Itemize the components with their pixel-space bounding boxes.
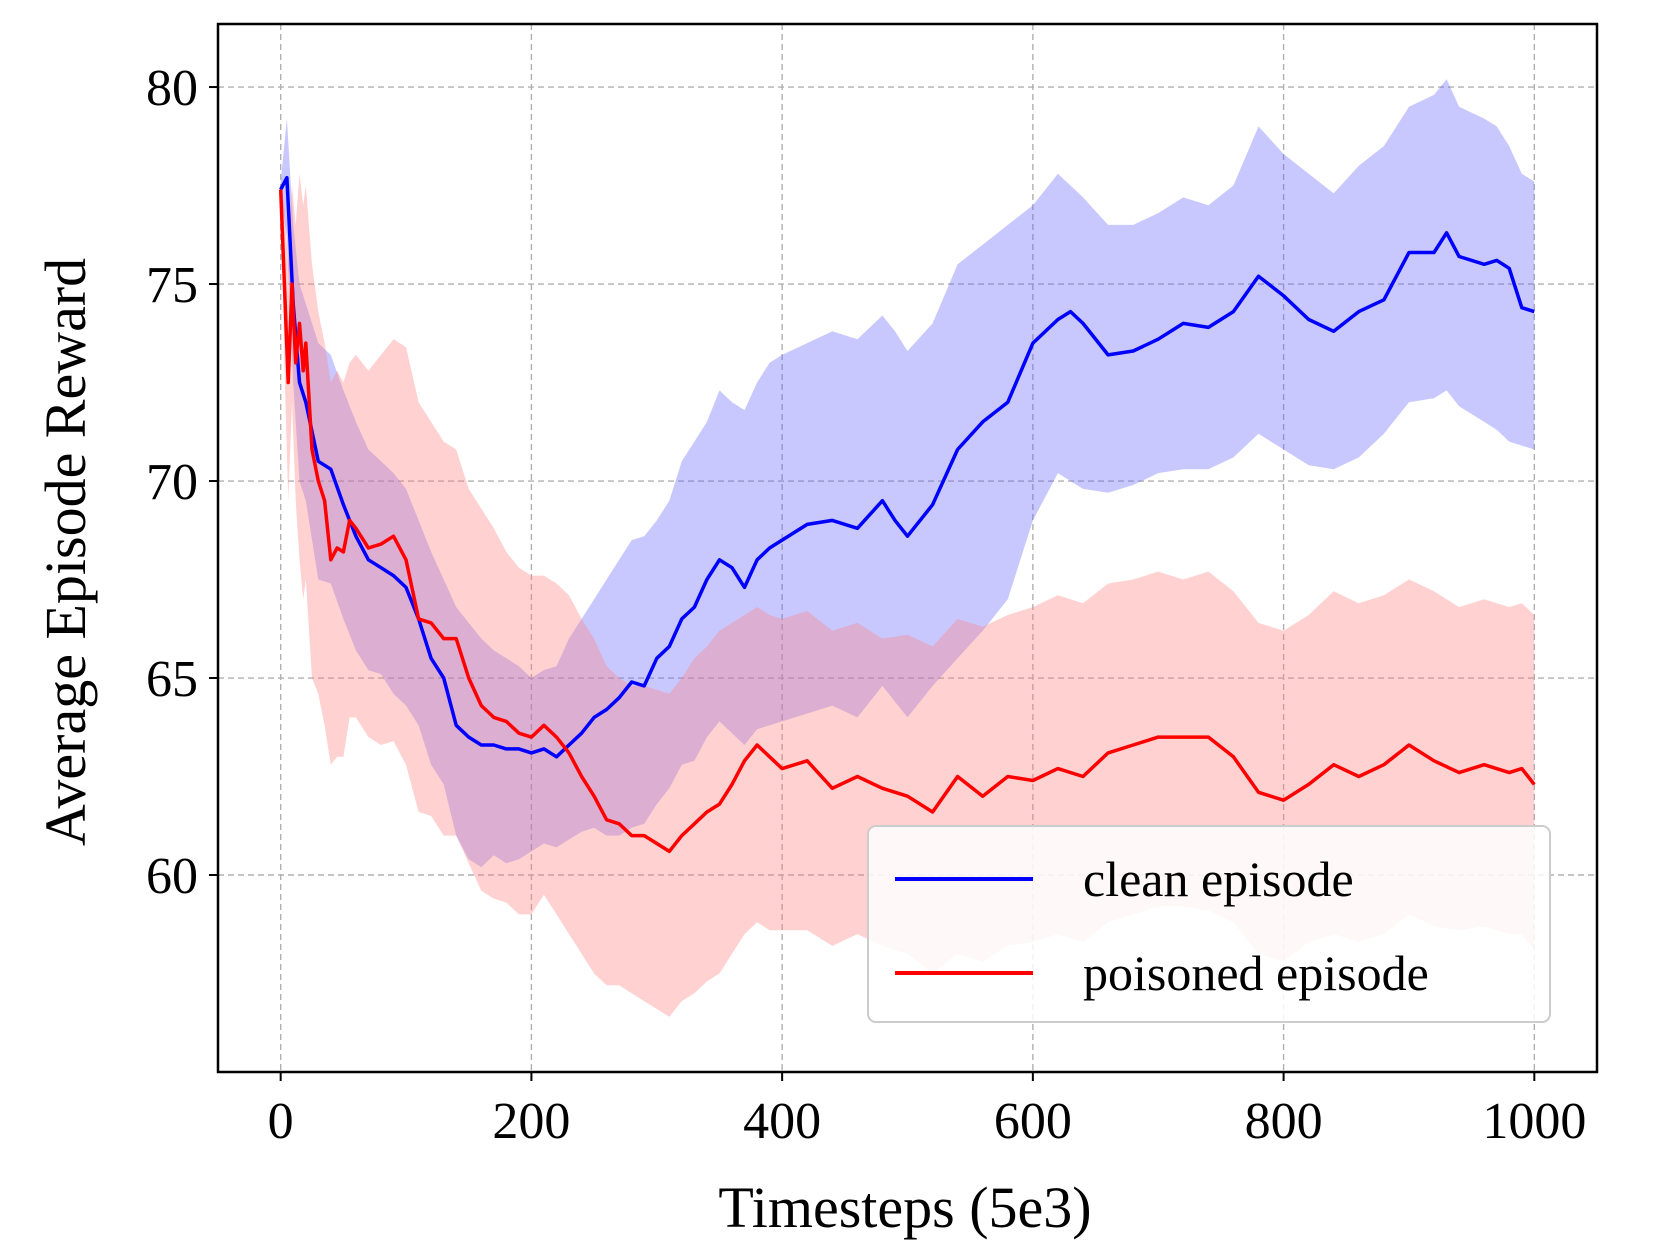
axis-ticks: 0 200 400 600 800 1000 60 65 70 75 80 — [146, 60, 1586, 1150]
legend-label-clean: clean episode — [1083, 851, 1354, 907]
poisoned-episode-band — [280, 173, 1535, 1017]
legend-box — [867, 825, 1551, 1023]
x-tick-label: 600 — [994, 1093, 1072, 1150]
plot-frame — [216, 22, 1599, 1074]
poisoned-episode-line — [278, 189, 1536, 854]
y-tick-label: 65 — [146, 651, 198, 708]
series-lines — [278, 175, 1536, 854]
x-tick-label: 0 — [268, 1093, 294, 1150]
confidence-bands — [280, 79, 1535, 1017]
y-axis-label: Average Episode Reward — [33, 258, 98, 846]
y-tick-label: 75 — [146, 257, 198, 314]
x-axis-label: Timesteps (5e3) — [718, 1175, 1091, 1240]
y-tick-label: 70 — [146, 454, 198, 511]
x-tick-label: 800 — [1245, 1093, 1323, 1150]
legend: clean episode poisoned episode — [867, 825, 1551, 1023]
x-tick-label: 200 — [492, 1093, 570, 1150]
x-tick-label: 400 — [743, 1093, 821, 1150]
y-tick-label: 80 — [146, 60, 198, 117]
x-tick-label: 1000 — [1482, 1093, 1586, 1150]
legend-label-poisoned: poisoned episode — [1083, 945, 1429, 1001]
clean-episode-band — [280, 79, 1535, 868]
y-tick-label: 60 — [146, 848, 198, 905]
